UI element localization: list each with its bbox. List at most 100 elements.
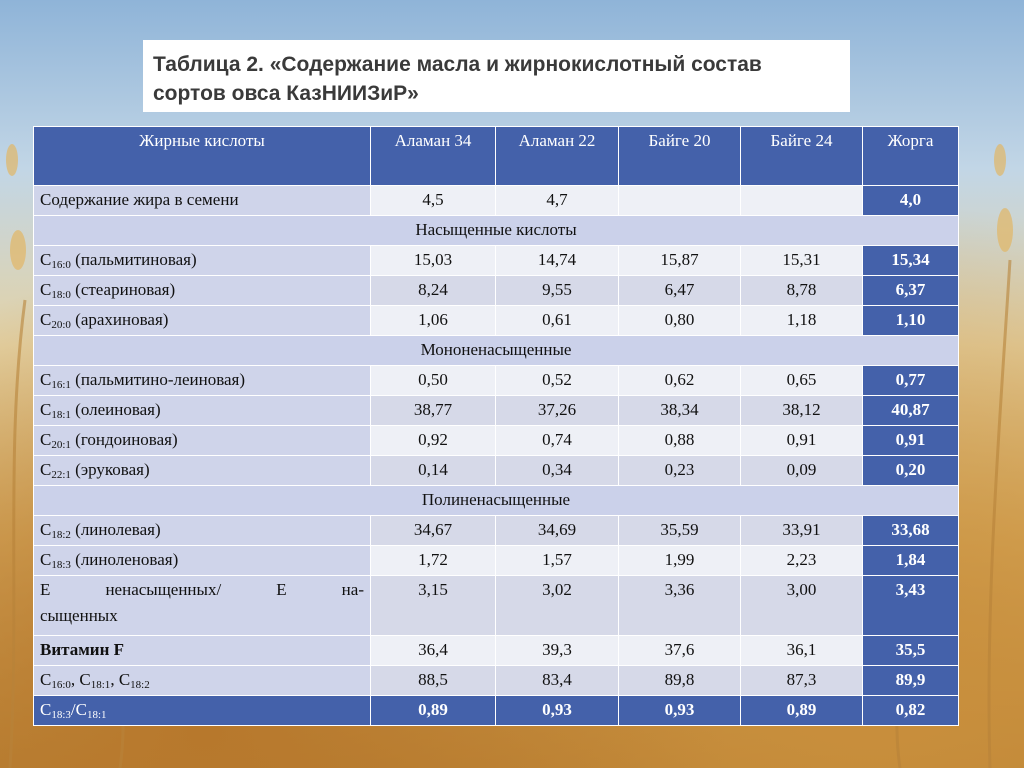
value-cell: 34,69 [495, 515, 619, 546]
value-cell: 4,0 [862, 185, 959, 216]
value-cell: 0,20 [862, 455, 959, 486]
label-text: (эруковая) [70, 460, 150, 479]
row-label: C18:0 (стеариновая) [33, 275, 371, 306]
label-subscript: 18:1 [90, 679, 111, 691]
value-cell: 0,91 [740, 425, 863, 456]
section-cell: Полиненасыщенные [33, 485, 959, 516]
label-subscript: 20:1 [51, 439, 71, 451]
label-text: , C [110, 670, 131, 689]
value-cell: 14,74 [495, 245, 619, 276]
value-cell: 1,57 [495, 545, 619, 576]
value-cell: 8,24 [370, 275, 496, 306]
value-cell: 89,9 [862, 665, 959, 696]
label-subscript: 18:1 [51, 409, 71, 421]
value-cell: 3,00 [740, 575, 863, 636]
value-cell: 0,61 [495, 305, 619, 336]
label-text: C [40, 250, 52, 269]
label-text: , C [70, 670, 91, 689]
label-subscript: 18:1 [86, 709, 107, 721]
label-text: (пальмитиновая) [70, 250, 197, 269]
row-label: C20:1 (гондоиновая) [33, 425, 371, 456]
value-cell: 4,7 [495, 185, 619, 216]
section-cell: Мононенасыщенные [33, 335, 959, 366]
row-label: C18:2 (линолевая) [33, 515, 371, 546]
data-row: C18:1 (олеиновая) 38,77 37,26 38,34 38,12 40,… [33, 395, 959, 426]
value-cell: 0,93 [618, 695, 741, 726]
data-row: C16:1 (пальмитино-леиновая) 0,50 0,52 0,62 0… [33, 365, 959, 396]
value-cell: 1,18 [740, 305, 863, 336]
label-text: (стеариновая) [70, 280, 176, 299]
value-cell: 0,92 [370, 425, 496, 456]
data-row: C16:0 (пальмитиновая) 15,03 14,74 15,87 15,3… [33, 245, 959, 276]
value-cell: 6,47 [618, 275, 741, 306]
header-cell: Аламан 22 [495, 126, 619, 186]
section-cell: Насыщенные кислоты [33, 215, 959, 246]
value-cell: 3,02 [495, 575, 619, 636]
label-subscript: 18:3 [51, 709, 71, 721]
label-text: (гондоиновая) [70, 430, 178, 449]
value-cell: 0,14 [370, 455, 496, 486]
value-cell: 0,93 [495, 695, 619, 726]
value-cell: 87,3 [740, 665, 863, 696]
row-label: C20:0 (арахиновая) [33, 305, 371, 336]
section-row: Полиненасыщенные [33, 485, 959, 516]
data-row: C18:2 (линолевая) 34,67 34,69 35,59 33,91 33,… [33, 515, 959, 546]
label-subscript: 22:1 [51, 469, 71, 481]
label-text: C [40, 400, 52, 419]
value-cell: 0,23 [618, 455, 741, 486]
value-cell: 0,52 [495, 365, 619, 396]
label-subscript: 18:3 [51, 559, 71, 571]
value-cell: 4,5 [370, 185, 496, 216]
label-text: C [40, 520, 52, 539]
value-cell: 35,5 [862, 635, 959, 666]
row-label: C18:3 (линоленовая) [33, 545, 371, 576]
title-box: Таблица 2. «Содержание масла и жирнокисл… [143, 40, 850, 112]
label-text: Содержание жира в семени [40, 190, 239, 209]
value-cell: 88,5 [370, 665, 496, 696]
value-cell: 3,36 [618, 575, 741, 636]
value-cell: 1,10 [862, 305, 959, 336]
value-cell: 15,87 [618, 245, 741, 276]
header-cell: Байге 20 [618, 126, 741, 186]
row-label: C22:1 (эруковая) [33, 455, 371, 486]
header-cell: Жирные кислоты [33, 126, 371, 186]
header-cell: Байге 24 [740, 126, 863, 186]
label-text: /C [70, 700, 87, 719]
header-cell: Жорга [862, 126, 959, 186]
label-subscript: 16:0 [51, 679, 71, 691]
table-body: Жирные кислоты Аламан 34 Аламан 22 Байге 20… [33, 126, 959, 726]
label-subscript: 16:1 [51, 379, 71, 391]
value-cell: 15,03 [370, 245, 496, 276]
value-cell [740, 185, 863, 216]
data-row: Витамин F 36,4 39,3 37,6 36,1 35,5 [33, 635, 959, 666]
value-cell: 2,23 [740, 545, 863, 576]
row-label: C16:1 (пальмитино-леиновая) [33, 365, 371, 396]
label-text: C [40, 430, 52, 449]
value-cell: 1,84 [862, 545, 959, 576]
data-row: C22:1 (эруковая) 0,14 0,34 0,23 0,09 0,20 [33, 455, 959, 486]
value-cell: 40,87 [862, 395, 959, 426]
value-cell: 0,77 [862, 365, 959, 396]
data-row: C18:3/C18:1 0,89 0,93 0,93 0,89 0,82 [33, 695, 959, 726]
label-text: (линоленовая) [70, 550, 179, 569]
header-cell: Аламан 34 [370, 126, 496, 186]
value-cell: 0,82 [862, 695, 959, 726]
label-text: Витамин F [40, 640, 124, 659]
label-text: C [40, 670, 52, 689]
data-row: C18:0 (стеариновая) 8,24 9,55 6,47 8,78 6,37 [33, 275, 959, 306]
value-cell: 6,37 [862, 275, 959, 306]
label-text: (линолевая) [70, 520, 161, 539]
label-text: (арахиновая) [70, 310, 169, 329]
value-cell: 0,89 [740, 695, 863, 726]
value-cell: 0,88 [618, 425, 741, 456]
label-line: Е ненасыщенных/ Е на- [40, 580, 364, 599]
data-row: C18:3 (линоленовая) 1,72 1,57 1,99 2,23 1,84 [33, 545, 959, 576]
value-cell: 39,3 [495, 635, 619, 666]
label-text: (пальмитино-леиновая) [70, 370, 246, 389]
label-line: сыщенных [40, 606, 118, 625]
header-row: Жирные кислоты Аламан 34 Аламан 22 Байге 20… [33, 126, 959, 186]
value-cell: 38,12 [740, 395, 863, 426]
label-text: C [40, 460, 52, 479]
value-cell: 3,43 [862, 575, 959, 636]
